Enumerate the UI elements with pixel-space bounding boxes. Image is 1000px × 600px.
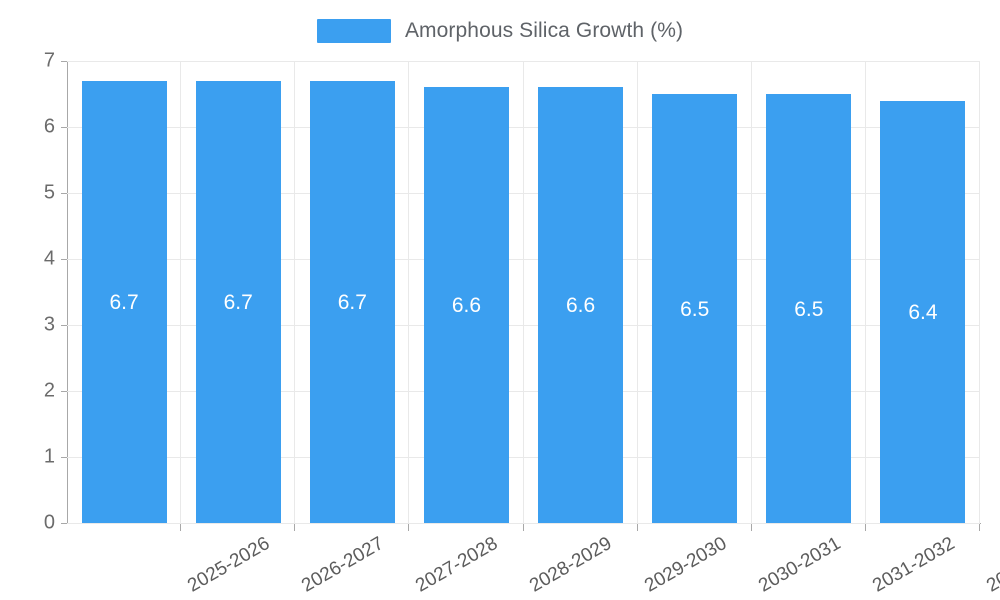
x-axis-tick (523, 524, 524, 531)
bar-value-label: 6.5 (794, 297, 824, 321)
gridline-vertical (865, 61, 866, 523)
y-axis-tick-label: 5 (43, 181, 55, 204)
bar-value-label: 6.5 (680, 297, 710, 321)
chart-legend: Amorphous Silica Growth (%) (0, 14, 1000, 48)
bar-value-label: 6.7 (109, 290, 139, 314)
y-axis-tick (61, 259, 67, 260)
x-axis-tick-label: 2028-2029 (526, 533, 616, 597)
y-axis-labels: 0 1 2 3 4 5 6 7 (0, 0, 55, 600)
y-axis-tick (61, 391, 67, 392)
bar-value-label: 6.6 (565, 294, 596, 318)
bar[interactable]: 6.7 (309, 80, 395, 523)
bar[interactable]: 6.4 (880, 100, 966, 523)
y-axis-tick-label: 3 (43, 313, 55, 336)
legend-color-swatch (316, 19, 391, 43)
x-axis-tick (865, 524, 866, 531)
legend-item-amorphous-silica-growth[interactable]: Amorphous Silica Growth (%) (316, 19, 684, 43)
y-axis-tick (61, 193, 67, 194)
x-axis-tick (751, 524, 752, 531)
y-axis-tick-label: 6 (43, 115, 55, 138)
x-axis-tick-label: 2027-2028 (412, 533, 502, 597)
bar[interactable]: 6.5 (652, 94, 738, 523)
x-axis-tick-label: 2025-2026 (184, 533, 274, 597)
gridline-vertical (637, 61, 638, 523)
bar-value-label: 6.6 (451, 294, 482, 318)
gridline-vertical (751, 61, 752, 523)
y-axis-tick (61, 523, 67, 524)
y-axis-tick (61, 325, 67, 326)
gridline-horizontal (67, 523, 980, 524)
x-axis-tick (408, 524, 409, 531)
gridline-vertical (523, 61, 524, 523)
gridline-vertical (180, 61, 181, 523)
bar-value-label: 6.4 (908, 300, 938, 324)
gridline-vertical (294, 61, 295, 523)
legend-label: Amorphous Silica Growth (%) (404, 19, 684, 42)
y-axis-tick (61, 61, 67, 62)
y-axis-tick (61, 457, 67, 458)
x-axis-tick-label: 2032-2033 (983, 533, 1000, 597)
x-axis-tick (180, 524, 181, 531)
y-axis-tick-label: 2 (43, 379, 55, 402)
gridline-vertical (408, 61, 409, 523)
y-axis-tick-label: 0 (43, 511, 55, 534)
gridline-vertical (979, 61, 980, 523)
bar[interactable]: 6.6 (423, 87, 509, 523)
x-axis-tick (294, 524, 295, 531)
bar[interactable]: 6.6 (538, 87, 624, 523)
bar[interactable]: 6.7 (195, 80, 281, 523)
y-axis-tick-label: 1 (43, 445, 55, 468)
x-axis-tick (637, 524, 638, 531)
x-axis-tick-label: 2031-2032 (868, 533, 959, 597)
x-axis-tick (979, 524, 980, 531)
bar[interactable]: 6.7 (81, 80, 167, 523)
plot-area: 6.7 6.7 6.7 6.6 6.6 6.5 6.5 6.4 (67, 61, 980, 524)
y-axis-tick-label: 4 (43, 247, 55, 270)
x-axis-tick-label: 2026-2027 (298, 533, 388, 597)
bar[interactable]: 6.5 (766, 94, 852, 523)
bar-value-label: 6.7 (337, 290, 367, 314)
y-axis-line (67, 61, 68, 524)
y-axis-tick (61, 127, 67, 128)
x-axis-tick-label: 2030-2031 (754, 533, 845, 597)
x-axis-tick-label: 2029-2030 (640, 533, 730, 597)
bar-value-label: 6.7 (223, 290, 253, 314)
y-axis-tick-label: 7 (43, 49, 55, 72)
